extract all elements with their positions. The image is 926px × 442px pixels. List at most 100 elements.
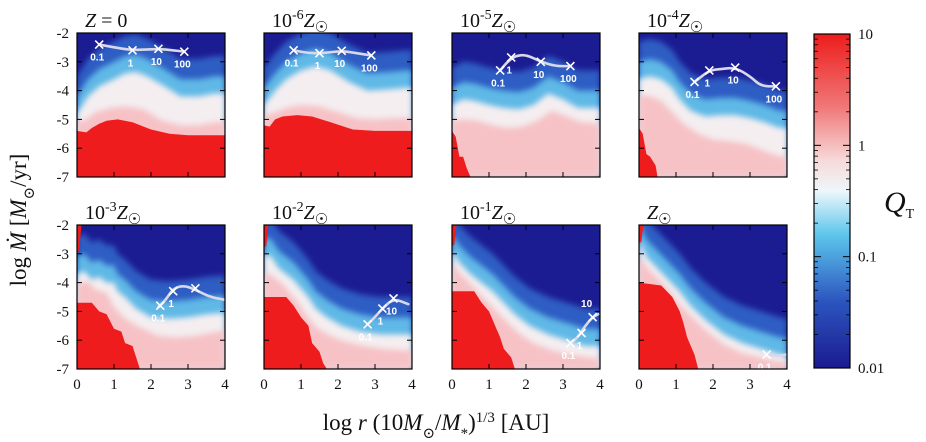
x-tick-label: 1 bbox=[297, 377, 305, 393]
x-tick-label: 0 bbox=[448, 377, 456, 393]
y-tick-label: -5 bbox=[57, 304, 70, 320]
heatmap-field: 0.11 10 bbox=[452, 225, 600, 369]
x-tick-label: 0 bbox=[260, 377, 268, 393]
panel-2: 0.1 1 10 100 10-6Z☉ bbox=[263, 8, 413, 178]
track-marker bbox=[94, 39, 104, 50]
panel-5: 0.11-2-3-4-5-6-70 1 2 3 410-3Z☉ bbox=[57, 200, 230, 393]
colorbar-label: QT bbox=[884, 186, 915, 222]
high-q-region bbox=[77, 119, 225, 177]
x-tick-label: 3 bbox=[371, 377, 379, 393]
colorbar-scale bbox=[813, 33, 851, 369]
x-tick-label: 0 bbox=[73, 377, 81, 393]
panel-title: Z☉ bbox=[647, 202, 672, 228]
colorbar-tick-label: 1 bbox=[858, 138, 866, 154]
track-marker-label: 0.1 bbox=[686, 90, 700, 101]
track-marker-label: 1 bbox=[168, 299, 174, 310]
y-axis-label: log Ṁ [M⊙/yr] bbox=[6, 154, 38, 287]
high-q-edge bbox=[452, 225, 457, 246]
track-marker bbox=[388, 293, 399, 304]
track-marker bbox=[689, 77, 700, 87]
track-marker bbox=[366, 50, 376, 61]
track-marker bbox=[337, 46, 347, 56]
track-marker bbox=[314, 48, 325, 58]
x-tick-label: 3 bbox=[746, 377, 754, 393]
track-marker-label: 10 bbox=[334, 59, 346, 70]
colorbar-ticks: 10 1 0.1 0.01 bbox=[814, 27, 884, 377]
track-marker-label: 1 bbox=[705, 78, 711, 89]
panel-title: 10-3Z☉ bbox=[85, 200, 141, 228]
panel-8: 0.1 0 1 2 3 4 Z☉ bbox=[635, 202, 791, 393]
x-tick-label: 2 bbox=[147, 377, 155, 393]
y-tick-label: -7 bbox=[57, 362, 70, 378]
y-tick-label: -6 bbox=[57, 141, 70, 157]
x-tick-label: 4 bbox=[221, 377, 229, 393]
colorbar: 10 1 0.1 0.01 QT bbox=[813, 27, 915, 377]
x-tick-label: 1 bbox=[485, 377, 493, 393]
high-q-edge bbox=[639, 225, 644, 243]
protostar-track bbox=[765, 353, 787, 357]
x-tick-label: 3 bbox=[184, 377, 192, 393]
track-marker bbox=[179, 47, 189, 57]
y-tick-label: -5 bbox=[57, 112, 70, 128]
track-marker-label: 0.1 bbox=[561, 351, 575, 362]
x-tick-label: 1 bbox=[672, 377, 680, 393]
high-q-region bbox=[452, 130, 600, 177]
heatmap-field: 0.1 bbox=[639, 225, 787, 374]
high-q-region bbox=[639, 282, 787, 369]
track-marker bbox=[730, 62, 740, 73]
high-q-edge bbox=[264, 225, 269, 247]
y-tick-label: -4 bbox=[57, 84, 70, 100]
track-marker-label: 1 bbox=[506, 65, 512, 76]
y-tick-label: -2 bbox=[57, 26, 70, 42]
colorbar-label-main: Q bbox=[884, 186, 906, 219]
track-marker-label: 10 bbox=[581, 299, 593, 310]
track-marker-label: 10 bbox=[151, 57, 163, 68]
x-tick-label: 4 bbox=[408, 377, 416, 393]
track-marker bbox=[506, 52, 516, 63]
heatmap-field: 0.1 110 bbox=[264, 225, 412, 369]
track-marker-label: 1 bbox=[315, 61, 321, 72]
track-marker-label: 100 bbox=[174, 60, 191, 71]
track-marker-label: 10 bbox=[386, 306, 398, 317]
track-marker-label: 0.1 bbox=[90, 53, 104, 64]
track-marker bbox=[576, 328, 587, 338]
panel-title: 10-2Z☉ bbox=[272, 200, 328, 228]
x-tick-label: 2 bbox=[334, 377, 342, 393]
track-marker-label: 0.1 bbox=[758, 363, 772, 374]
track-marker-label: 0.1 bbox=[491, 78, 505, 89]
panel-4: 0.1 1 10 100 10-4Z☉ bbox=[638, 8, 788, 178]
track-marker-label: 0.1 bbox=[285, 58, 299, 69]
heatmap-field: 0.1 1 10 100 bbox=[264, 33, 412, 177]
x-tick-label: 0 bbox=[635, 377, 643, 393]
track-marker-label: 100 bbox=[766, 94, 783, 105]
colorbar-tick-label: 10 bbox=[858, 27, 873, 43]
track-marker bbox=[762, 350, 772, 360]
high-q-region bbox=[639, 128, 787, 177]
track-marker-label: 1 bbox=[128, 58, 134, 69]
protostar-track bbox=[498, 53, 572, 72]
track-marker-label: 1 bbox=[378, 317, 384, 328]
x-tick-label: 2 bbox=[522, 377, 530, 393]
panel-title: 10-5Z☉ bbox=[460, 8, 516, 36]
track-marker-label: 0.1 bbox=[359, 332, 373, 343]
y-tick-label: -3 bbox=[57, 55, 70, 71]
panel-title: Z = 0 bbox=[85, 10, 127, 32]
panel-title: 10-1Z☉ bbox=[460, 200, 516, 228]
x-tick-label: 4 bbox=[596, 377, 604, 393]
track-marker bbox=[377, 303, 387, 314]
pink-fringe bbox=[452, 110, 600, 177]
x-tick-label: 3 bbox=[559, 377, 567, 393]
pink-fringe bbox=[639, 94, 787, 177]
track-marker bbox=[771, 81, 781, 91]
track-marker bbox=[495, 65, 505, 76]
high-q-region bbox=[452, 291, 600, 369]
track-marker bbox=[190, 283, 200, 293]
track-marker bbox=[153, 44, 163, 54]
protostar-track bbox=[97, 43, 186, 54]
y-tick-label: -2 bbox=[57, 218, 70, 234]
high-q-region bbox=[77, 302, 225, 369]
track-marker-label: 1 bbox=[577, 341, 583, 352]
y-tick-label: -4 bbox=[57, 276, 70, 292]
